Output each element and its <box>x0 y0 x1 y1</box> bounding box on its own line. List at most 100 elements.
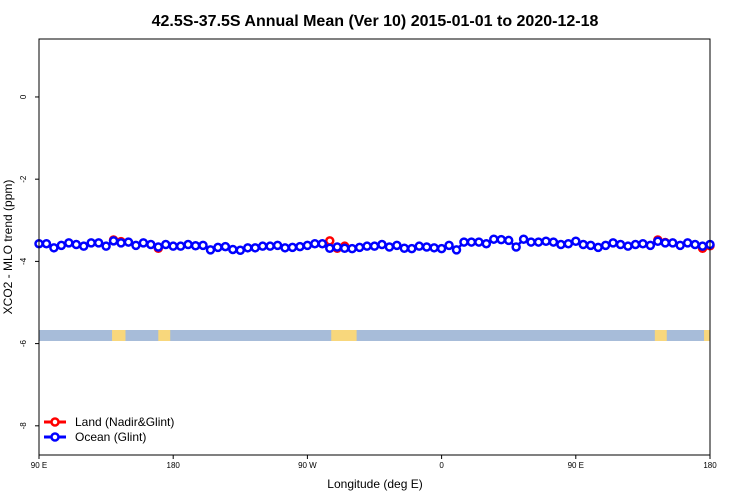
axes: 90 E 180 90 W 0 90 E 180 0 -2 -4 -6 -8 <box>19 94 717 470</box>
ocean-point <box>325 243 335 253</box>
ocean-point <box>183 239 193 250</box>
x-tick-label: 90 W <box>298 461 317 470</box>
ocean-point <box>146 239 156 250</box>
ocean-point <box>518 234 529 244</box>
ocean-point <box>421 242 432 252</box>
ocean-point <box>541 236 551 246</box>
x-tick-label: 0 <box>439 461 444 470</box>
ocean-point <box>466 237 477 247</box>
ocean-point <box>511 242 521 252</box>
ocean-point <box>563 238 574 249</box>
series-layer <box>34 234 715 256</box>
ocean-point <box>138 238 149 248</box>
ocean-point <box>503 235 514 246</box>
ocean-point <box>377 239 387 250</box>
ocean-point <box>481 238 492 249</box>
ocean-point <box>697 241 708 251</box>
ocean-point <box>407 243 417 254</box>
y-tick-label: 0 <box>19 94 28 99</box>
ocean-point <box>667 238 678 248</box>
ocean-point <box>93 238 104 248</box>
land-patch <box>112 330 126 341</box>
ocean-point <box>339 243 350 253</box>
ocean-point <box>280 243 290 253</box>
ocean-point <box>459 237 469 247</box>
land-patch <box>331 330 357 341</box>
x-tick-label: 180 <box>703 461 717 470</box>
ocean-point <box>123 237 134 247</box>
ocean-point <box>369 241 380 251</box>
ocean-point <box>414 241 424 251</box>
y-tick-label: -4 <box>19 257 28 265</box>
ocean-point <box>265 241 275 251</box>
ocean-point <box>71 239 82 250</box>
ocean-point <box>78 241 89 251</box>
ocean-point <box>153 242 164 252</box>
land-point <box>325 236 335 246</box>
ocean-point <box>675 240 685 251</box>
surface-strip <box>39 330 710 341</box>
ocean-point <box>190 241 201 251</box>
ocean-point <box>593 242 603 253</box>
ocean-point <box>645 240 656 251</box>
ocean-point <box>474 237 484 247</box>
ocean-point <box>496 234 506 245</box>
ocean-point <box>332 242 342 252</box>
legend-ocean-marker <box>50 432 60 442</box>
ocean-point <box>295 241 305 252</box>
ocean-point <box>347 243 357 254</box>
ocean-point <box>533 237 544 247</box>
ocean-point <box>101 241 111 251</box>
ocean-point <box>108 236 119 246</box>
ocean-point <box>608 238 618 248</box>
land-patch <box>704 330 710 341</box>
land-patch <box>654 330 667 341</box>
plot-frame <box>38 38 711 456</box>
legend-land-label: Land (Nadir&Glint) <box>75 415 174 429</box>
ocean-point <box>690 239 700 250</box>
ocean-point <box>660 238 671 248</box>
legend: Land (Nadir&Glint) Ocean (Glint) <box>44 415 174 444</box>
x-tick-label: 90 E <box>31 461 47 470</box>
ocean-point <box>302 240 313 251</box>
ocean-point <box>653 236 663 246</box>
ocean-point <box>235 245 246 256</box>
y-tick-label: -6 <box>19 339 28 347</box>
ocean-point <box>220 241 231 252</box>
ocean-point <box>392 240 402 251</box>
ocean-point <box>489 234 499 244</box>
ocean-point <box>64 238 74 248</box>
ocean-point <box>682 238 693 248</box>
ocean-point <box>615 239 626 250</box>
x-tick-label: 90 E <box>568 461 584 470</box>
ocean-point <box>556 239 566 250</box>
ocean-point <box>548 237 559 247</box>
ocean-point <box>451 245 462 255</box>
ocean-point <box>228 244 238 255</box>
ocean-point <box>354 242 365 253</box>
ocean-point <box>630 239 641 250</box>
legend-ocean-label: Ocean (Glint) <box>75 430 146 444</box>
y-tick-label: -8 <box>19 422 28 430</box>
ocean-point <box>399 243 410 253</box>
ocean-strip <box>39 330 710 341</box>
ocean-point <box>205 245 216 255</box>
ocean-point <box>585 240 596 251</box>
ocean-point <box>384 242 395 252</box>
y-tick-label: -2 <box>19 175 28 183</box>
ocean-point <box>250 243 260 253</box>
x-axis-label: Longitude (deg E) <box>327 477 422 491</box>
y-axis-label: XCO2 - MLO trend (ppm) <box>1 180 15 315</box>
ocean-point <box>257 241 268 251</box>
ocean-point <box>198 240 208 251</box>
ocean-point <box>213 242 223 253</box>
ocean-point <box>272 240 283 251</box>
ocean-point <box>56 240 67 251</box>
ocean-point <box>436 243 447 254</box>
ocean-point <box>310 238 320 249</box>
land-patch <box>158 330 171 341</box>
ocean-point <box>49 243 59 253</box>
ocean-point <box>131 240 141 251</box>
